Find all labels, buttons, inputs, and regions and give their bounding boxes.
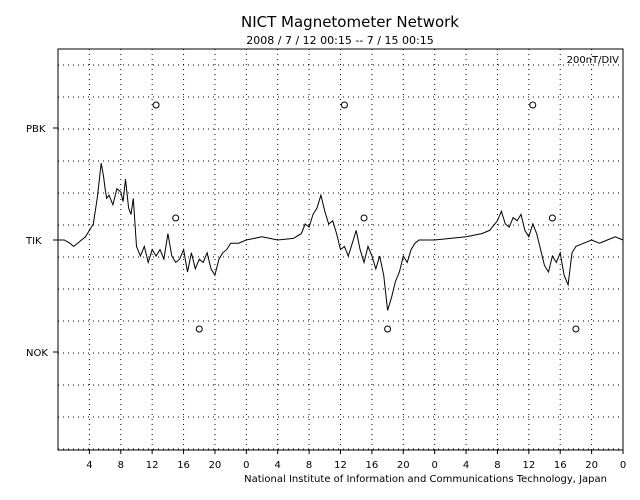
x-tick-label: 16 bbox=[366, 460, 379, 471]
x-tick-label: 20 bbox=[585, 460, 598, 471]
station-label-tik: TIK bbox=[25, 236, 42, 247]
x-tick-label: 8 bbox=[306, 460, 312, 471]
station-label-pbk: PBK bbox=[26, 124, 46, 135]
x-tick-label: 20 bbox=[397, 460, 410, 471]
x-tick-label: 20 bbox=[209, 460, 222, 471]
x-tick-label: 4 bbox=[86, 460, 92, 471]
series-layer bbox=[58, 163, 624, 311]
reference-marker-tik bbox=[548, 214, 556, 222]
x-tick-label: 4 bbox=[275, 460, 281, 471]
x-tick-label: 8 bbox=[494, 460, 500, 471]
x-tick-label: 0 bbox=[243, 460, 249, 471]
credit-text: National Institute of Information and Co… bbox=[244, 474, 607, 485]
reference-marker-tik bbox=[172, 214, 180, 222]
x-tick-label: 8 bbox=[118, 460, 124, 471]
reference-marker-nok bbox=[572, 325, 580, 333]
reference-marker-pbk bbox=[529, 101, 537, 109]
x-tick-label: 12 bbox=[522, 460, 535, 471]
reference-marker-pbk bbox=[340, 101, 348, 109]
scale-label: 200nT/DIV bbox=[567, 55, 620, 66]
x-tick-label: 4 bbox=[463, 460, 469, 471]
reference-marker-nok bbox=[384, 325, 392, 333]
station-label-nok: NOK bbox=[26, 348, 48, 359]
x-tick-label: 12 bbox=[146, 460, 159, 471]
plot-area bbox=[57, 48, 624, 451]
chart-title: NICT Magnetometer Network bbox=[241, 13, 459, 31]
station-labels: PBK TIK NOK bbox=[25, 124, 58, 359]
reference-marker-pbk bbox=[152, 101, 160, 109]
x-tick-label: 16 bbox=[177, 460, 190, 471]
series-line-tik bbox=[58, 163, 624, 311]
x-tick-label: 0 bbox=[431, 460, 437, 471]
reference-marker-nok bbox=[195, 325, 203, 333]
chart-subtitle: 2008 / 7 / 12 00:15 -- 7 / 15 00:15 bbox=[246, 34, 433, 47]
x-tick-label: 16 bbox=[554, 460, 567, 471]
x-tick-label: 0 bbox=[620, 460, 626, 471]
reference-marker-tik bbox=[360, 214, 368, 222]
x-tick-label: 12 bbox=[334, 460, 347, 471]
reference-markers bbox=[152, 101, 580, 333]
x-tick-labels: 4 8 12 16 20 0 4 8 12 16 20 0 4 8 12 16 20 0 bbox=[86, 450, 626, 471]
